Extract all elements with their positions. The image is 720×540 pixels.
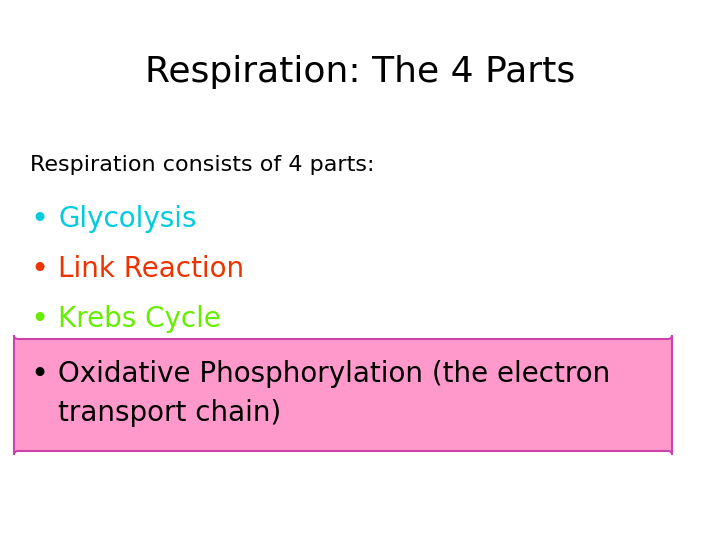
Text: Respiration consists of 4 parts:: Respiration consists of 4 parts: — [30, 155, 374, 175]
Text: •: • — [30, 360, 48, 389]
Text: Respiration: The 4 Parts: Respiration: The 4 Parts — [145, 55, 575, 89]
FancyBboxPatch shape — [14, 335, 672, 455]
Text: •: • — [30, 205, 48, 234]
Text: •: • — [30, 255, 48, 284]
Text: Glycolysis: Glycolysis — [58, 205, 197, 233]
Text: •: • — [30, 305, 48, 334]
Text: Krebs Cycle: Krebs Cycle — [58, 305, 221, 333]
Text: Oxidative Phosphorylation (the electron
transport chain): Oxidative Phosphorylation (the electron … — [58, 360, 611, 427]
Text: Link Reaction: Link Reaction — [58, 255, 244, 283]
